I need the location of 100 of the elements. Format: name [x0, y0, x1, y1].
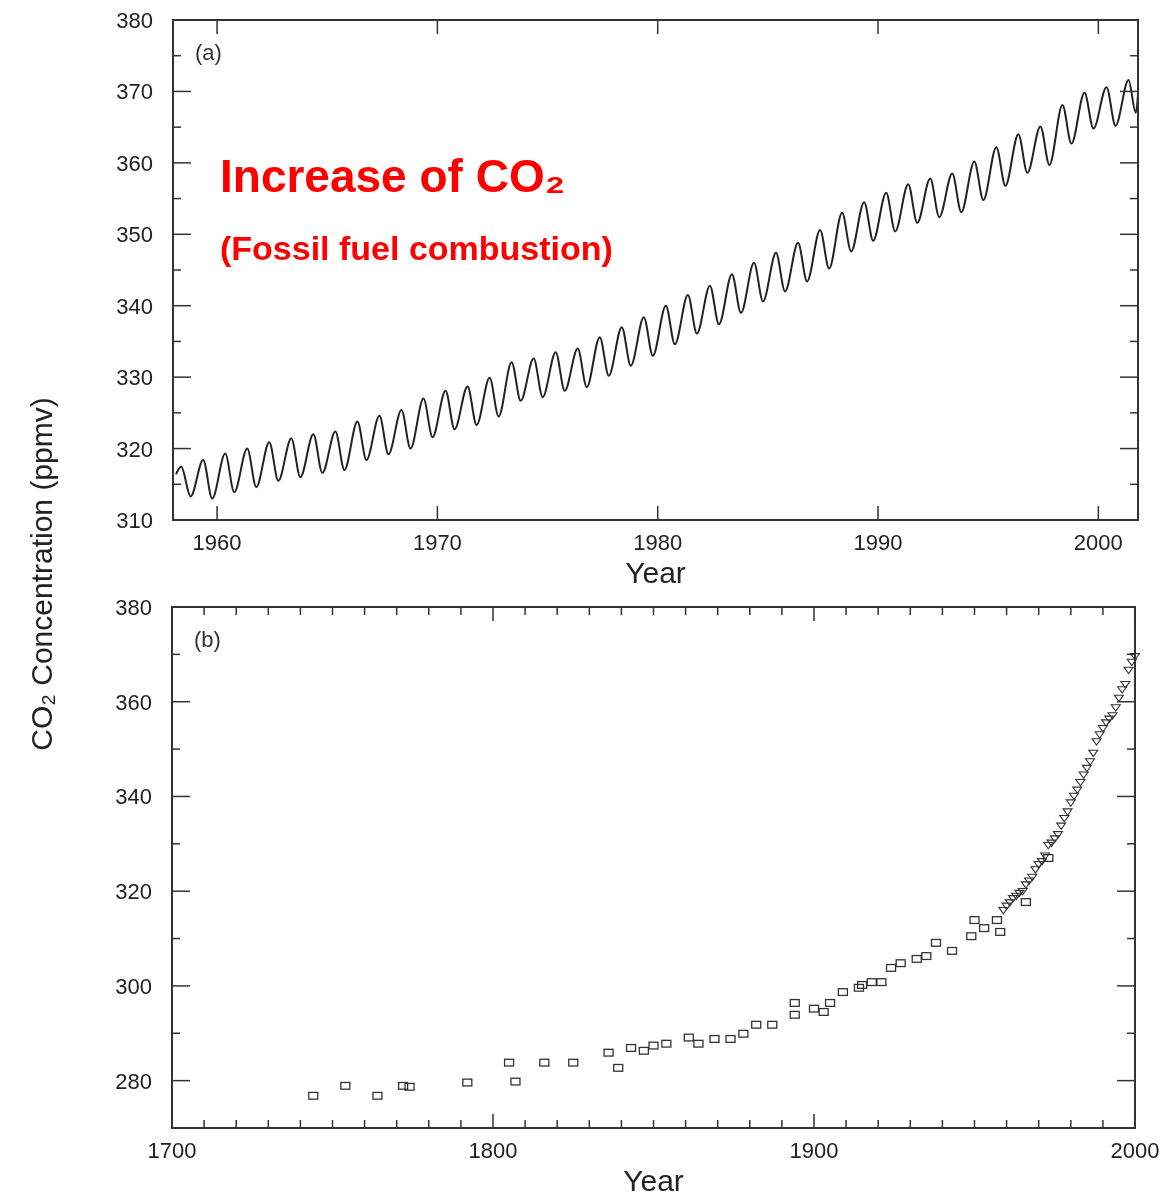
y-tick-label: 330: [116, 365, 153, 391]
point: [1107, 712, 1118, 720]
point: [876, 978, 887, 987]
x-tick-label: 1900: [789, 1138, 839, 1163]
point: [789, 1010, 800, 1019]
x-tick-label: 1990: [853, 530, 903, 555]
point: [946, 946, 958, 955]
point: [1027, 873, 1038, 882]
y-tick-label: 340: [116, 293, 153, 319]
point: [969, 916, 980, 925]
point: [930, 938, 942, 947]
point: [397, 1081, 409, 1090]
annotation: (a): [195, 40, 222, 65]
point: [895, 959, 906, 968]
y-tick-label: 370: [116, 79, 153, 105]
point: [1068, 792, 1080, 801]
point: [1024, 877, 1035, 885]
point: [1088, 749, 1099, 758]
point: [510, 1077, 521, 1086]
point: [837, 988, 849, 997]
point: [853, 983, 865, 992]
point: [978, 924, 990, 933]
point: [1085, 758, 1096, 766]
point: [1049, 835, 1060, 843]
x-tick-label: 2000: [1110, 1138, 1160, 1163]
point: [1104, 715, 1115, 723]
x-axis-title: Year: [625, 556, 686, 589]
point: [340, 1081, 351, 1090]
point: [725, 1034, 736, 1043]
point: [1033, 860, 1044, 869]
point: [648, 1041, 659, 1050]
point: [1075, 779, 1086, 787]
point: [966, 932, 977, 941]
point: [767, 1020, 778, 1029]
point: [1126, 658, 1137, 667]
point: [1065, 799, 1076, 807]
y-tick-label: 320: [115, 879, 152, 905]
point: [1043, 854, 1054, 863]
point: [1020, 898, 1032, 907]
y-tick-label: 350: [116, 222, 153, 248]
annotation: (Fossil fuel combustion): [220, 229, 613, 267]
annotation: Increase of CO₂: [220, 150, 566, 202]
point: [404, 1082, 415, 1091]
point: [991, 916, 1003, 925]
line-series: [175, 79, 1139, 500]
y-tick-label: 380: [115, 595, 152, 620]
point: [1036, 858, 1047, 866]
point: [1046, 839, 1057, 848]
point: [613, 1063, 624, 1072]
point: [998, 906, 1009, 915]
x-tick-label: 2000: [1073, 530, 1123, 555]
point: [1094, 731, 1105, 739]
point: [625, 1043, 637, 1052]
point: [1072, 786, 1083, 794]
point: [503, 1058, 515, 1067]
point: [808, 1004, 820, 1013]
y-tick-label: 340: [115, 784, 152, 810]
point: [1014, 889, 1025, 898]
point: [709, 1034, 720, 1043]
x-tick-label: 1970: [412, 530, 462, 555]
point: [603, 1048, 614, 1057]
point: [1110, 704, 1121, 712]
point: [568, 1058, 579, 1067]
point: [1113, 694, 1124, 703]
point: [1059, 814, 1070, 823]
point: [1078, 771, 1089, 779]
annotation: (b): [194, 627, 221, 652]
point: [661, 1039, 672, 1048]
point: [1043, 841, 1054, 850]
point: [462, 1078, 473, 1087]
point: [738, 1029, 749, 1038]
y-tick-label: 360: [116, 150, 153, 176]
point: [1001, 902, 1012, 911]
point: [1020, 881, 1031, 889]
point: [995, 927, 1006, 936]
point: [789, 998, 800, 1007]
point: [308, 1091, 319, 1100]
point: [1091, 738, 1102, 746]
point: [1117, 686, 1128, 694]
y-tick-label: 300: [115, 973, 152, 999]
x-tick-label: 1960: [192, 530, 242, 555]
x-tick-label: 1800: [468, 1138, 518, 1163]
point: [1081, 764, 1092, 773]
y-tick-label: 360: [115, 689, 152, 715]
point: [693, 1039, 704, 1048]
point: [372, 1091, 383, 1100]
point: [866, 978, 877, 987]
point: [1120, 680, 1131, 689]
y-tick-label: 310: [116, 508, 153, 533]
x-tick-label: 1980: [633, 530, 683, 555]
point: [1017, 887, 1028, 896]
point: [921, 952, 932, 961]
point: [1062, 808, 1073, 816]
point: [638, 1046, 650, 1055]
x-tick-label: 1700: [147, 1138, 197, 1163]
point: [911, 954, 922, 963]
point: [1030, 866, 1041, 874]
point: [539, 1058, 550, 1067]
point: [1097, 725, 1108, 733]
x-axis-title: Year: [623, 1164, 684, 1197]
